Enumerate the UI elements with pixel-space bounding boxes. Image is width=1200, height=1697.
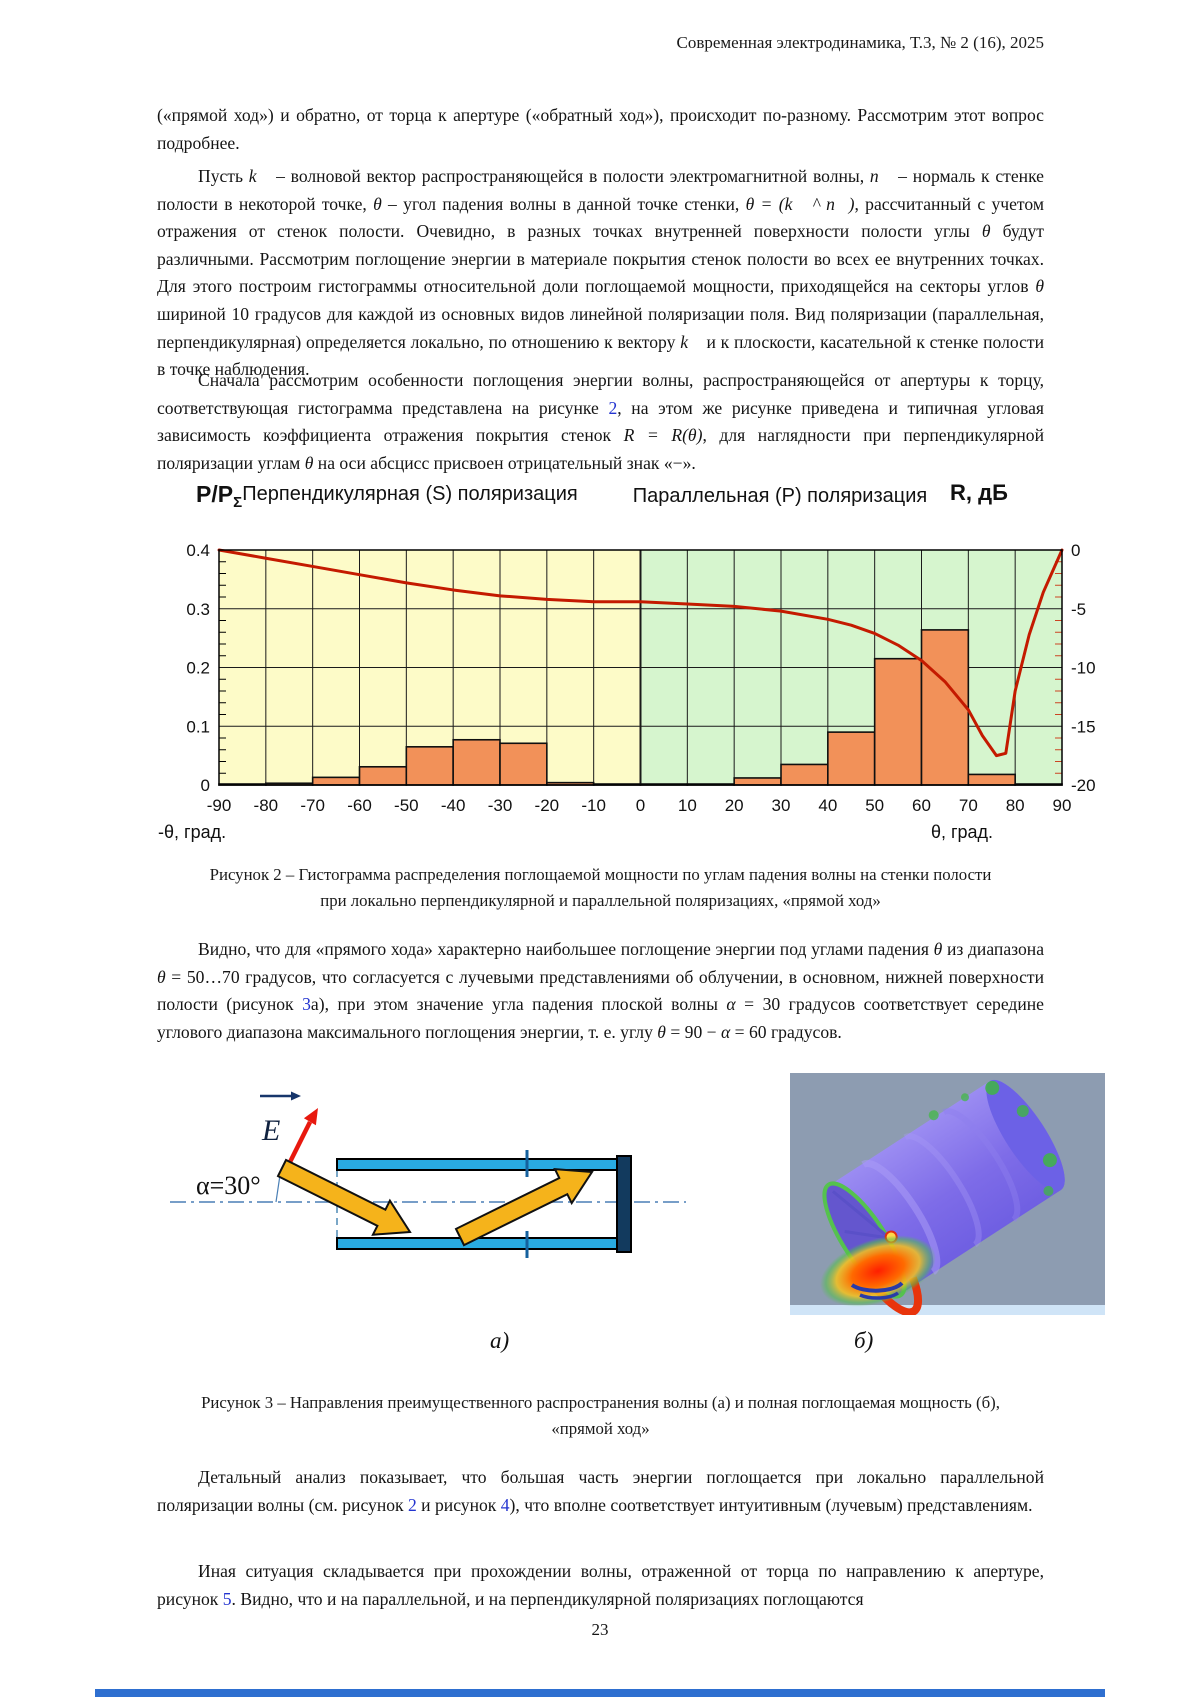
svg-text:θ, град.: θ, град. [931, 822, 993, 842]
hot-spot-stripe [859, 1291, 900, 1300]
svg-text:-20: -20 [1071, 776, 1096, 795]
svg-text:-90: -90 [207, 796, 232, 815]
svg-text:40: 40 [818, 796, 837, 815]
e-field-arrow-head [303, 1108, 318, 1126]
figure3-caption-line2: «прямой ход» [551, 1419, 650, 1438]
paragraph-detailed-analysis: Детальный анализ показывает, что большая… [157, 1467, 1044, 1515]
svg-text:90: 90 [1053, 796, 1072, 815]
svg-text:-80: -80 [254, 796, 279, 815]
cavity-top-wall [336, 1158, 621, 1171]
figure-reference-link[interactable]: 4 [500, 1494, 510, 1515]
svg-text:0: 0 [1071, 541, 1080, 560]
paragraph-continuation: («прямой ход») и обратно, от торца к апе… [157, 105, 1044, 153]
incident-wave-arrow [276, 1158, 412, 1236]
hot-spot [820, 1235, 936, 1307]
vector-overbar-arrow-head [291, 1091, 301, 1101]
render-bottom-band [790, 1305, 1105, 1315]
figure2-caption-line1: Рисунок 2 – Гистограмма распределения по… [209, 865, 992, 884]
svg-text:50: 50 [865, 796, 884, 815]
angle-marker-line [275, 1174, 281, 1203]
svg-text:0: 0 [636, 796, 645, 815]
paragraph-analysis: Видно, что для «прямого хода» характерно… [157, 939, 1045, 1042]
reflected-wave-arrow [454, 1167, 594, 1247]
svg-text:-5: -5 [1071, 600, 1086, 619]
svg-text:R, дБ: R, дБ [950, 480, 1008, 505]
svg-text:-15: -15 [1071, 717, 1096, 736]
figure3-caption: Рисунок 3 – Направления преимущественног… [157, 1390, 1044, 1442]
figure-reference-link[interactable]: 2 [407, 1494, 417, 1515]
svg-text:-10: -10 [581, 796, 606, 815]
svg-text:70: 70 [959, 796, 978, 815]
cavity-bottom-wall [336, 1237, 621, 1250]
alpha-angle-label: α=30° [196, 1171, 261, 1200]
svg-text:-20: -20 [535, 796, 560, 815]
bottom-window-strip [95, 1689, 1105, 1697]
histogram-reflection-chart: 0 0.1 0.2 0.3 0.4 0 -5 -10 -15 -20 -90 -80 -70 -60 -50… [158, 480, 1096, 842]
figure2-caption: Рисунок 2 – Гистограмма распределения по… [157, 862, 1044, 914]
page-number: 23 [591, 1620, 609, 1639]
figure-reference-link[interactable]: 2 [608, 397, 618, 418]
paragraph-reverse-pass: Иная ситуация складывается при прохожден… [157, 1561, 1044, 1609]
svg-text:Параллельная (P) поляризация: Параллельная (P) поляризация [633, 485, 927, 507]
wave-direction-diagram: E α=30° [170, 1091, 686, 1258]
e-field-arrow-shaft [286, 1120, 313, 1166]
svg-text:-θ, град.: -θ, град. [158, 822, 226, 842]
figure3-caption-line1: Рисунок 3 – Направления преимущественног… [201, 1393, 1000, 1412]
svg-text:0.4: 0.4 [186, 541, 210, 560]
svg-text:0.3: 0.3 [186, 600, 210, 619]
paragraph-histogram-intro: Сначала рассмотрим особенности поглощени… [157, 370, 1045, 473]
figure-reference-link[interactable]: 5 [222, 1588, 232, 1609]
figure3b-label: б) [854, 1328, 874, 1353]
svg-text:-70: -70 [300, 796, 325, 815]
figure-reference-link[interactable]: 3 [302, 994, 311, 1015]
e-field-label: E [261, 1114, 280, 1147]
figure3a-label: а) [490, 1328, 510, 1353]
svg-text:-40: -40 [441, 796, 466, 815]
svg-text:10: 10 [678, 796, 697, 815]
svg-text:-50: -50 [394, 796, 419, 815]
svg-text:-10: -10 [1071, 659, 1096, 678]
svg-text:60: 60 [912, 796, 931, 815]
svg-text:0: 0 [201, 776, 210, 795]
journal-header: Современная электродинамика, Т.3, № 2 (1… [676, 33, 1045, 52]
figure2-histogram-chart: 0 0.1 0.2 0.3 0.4 0 -5 -10 -15 -20 -90 -80 -70 -60 -50… [150, 470, 1100, 858]
svg-text:80: 80 [1006, 796, 1025, 815]
svg-text:30: 30 [772, 796, 791, 815]
paragraph-wave-vector: Пусть k⃗ – волновой вектор распространяю… [157, 166, 1044, 380]
figure2-caption-line2: при локально перпендикулярной и параллел… [320, 891, 881, 910]
svg-text:Перпендикулярная (S) поляризац: Перпендикулярная (S) поляризация [242, 483, 577, 505]
cavity-end-wall [616, 1155, 632, 1253]
svg-text:-30: -30 [488, 796, 513, 815]
svg-text:-60: -60 [347, 796, 372, 815]
absorbed-power-render [790, 1073, 1105, 1315]
svg-text:P/PΣ: P/PΣ [196, 481, 242, 511]
svg-text:0.1: 0.1 [186, 717, 210, 736]
svg-text:0.2: 0.2 [186, 659, 210, 678]
hot-spot-stripe [850, 1281, 904, 1293]
svg-text:20: 20 [725, 796, 744, 815]
